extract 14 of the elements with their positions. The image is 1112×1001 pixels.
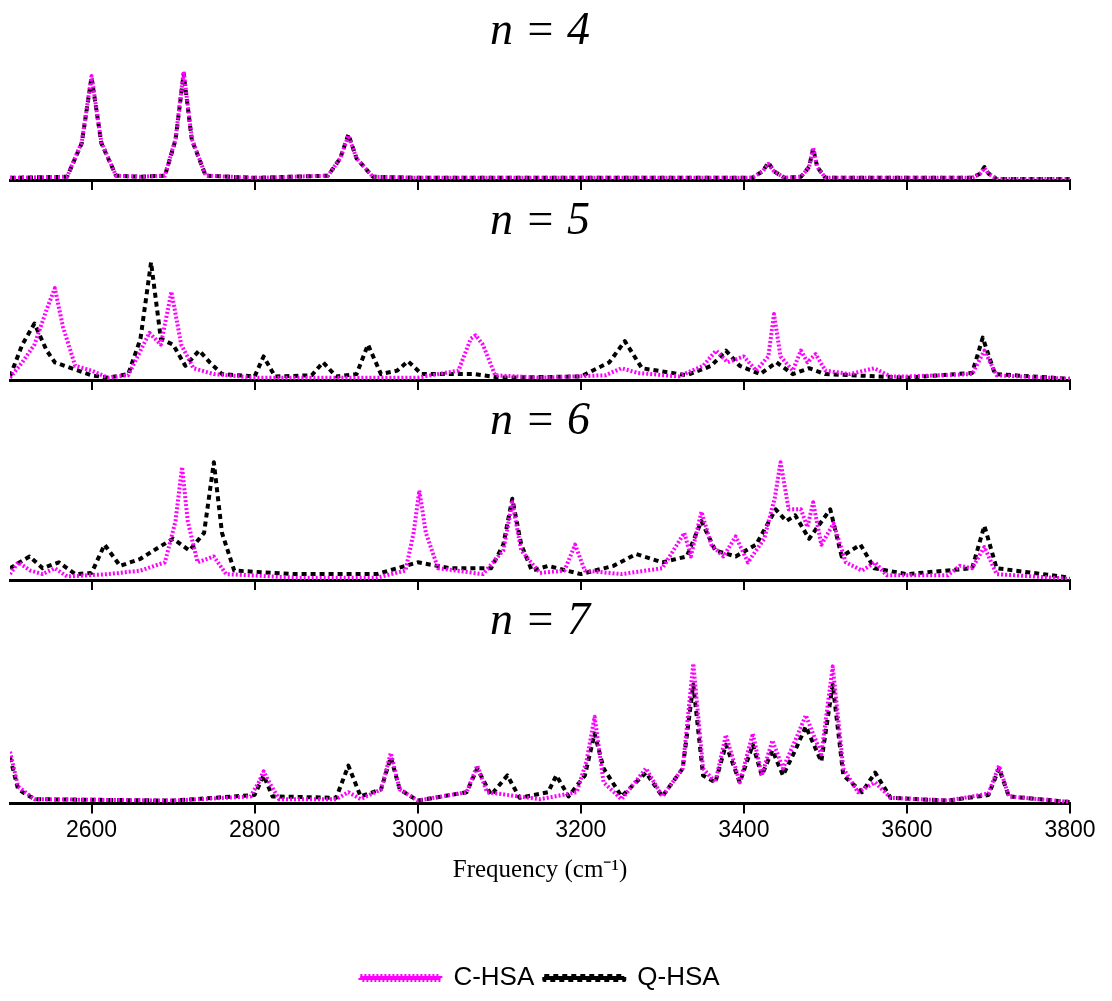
chart-title: n = 6 [489,392,591,444]
legend-label: Q-HSA [637,961,721,992]
x-tick-label: 3400 [718,815,770,842]
x-tick-label: 3000 [392,815,444,842]
x-tick-label: 2600 [65,815,118,842]
x-tick-label: 2800 [229,815,281,842]
x-tick-label: 3800 [1044,815,1096,842]
x-axis-title: Frequency (cm⁻¹) [452,854,628,883]
chart-title: n = 7 [489,592,593,644]
x-tick-label: 3200 [555,815,607,842]
chart-title: n = 4 [489,2,591,54]
x-tick-label: 3600 [881,815,933,842]
chart-title: n = 5 [489,192,591,244]
legend-label: C-HSA [453,961,535,992]
